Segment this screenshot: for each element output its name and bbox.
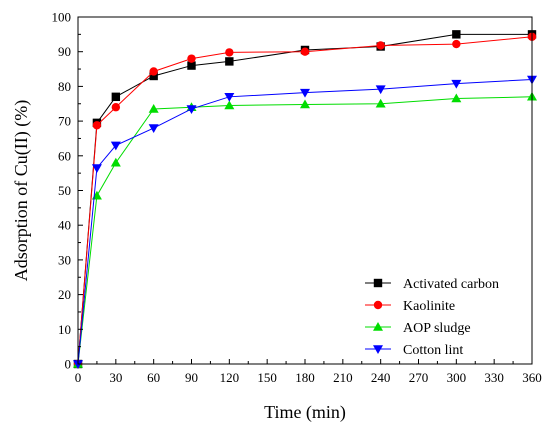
series-line-cotton-lint bbox=[77, 78, 533, 365]
legend-item-kaolinite: Kaolinite bbox=[365, 299, 455, 314]
series-kaolinite bbox=[73, 32, 537, 369]
legend-marker bbox=[373, 300, 383, 310]
x-axis-title: Time (min) bbox=[264, 402, 346, 423]
y-tick-label: 20 bbox=[58, 287, 71, 302]
data-point-cotton-lint bbox=[73, 360, 83, 369]
y-tick-label: 80 bbox=[58, 79, 71, 94]
legend-item-cotton-lint: Cotton lint bbox=[365, 343, 463, 358]
data-point-cotton-lint bbox=[224, 93, 235, 102]
data-point-activated-carbon bbox=[111, 92, 121, 102]
y-tick-label: 100 bbox=[52, 10, 72, 25]
series-layer bbox=[73, 30, 537, 369]
legend: Activated carbon Kaolinite AOP sludge Cotto… bbox=[365, 277, 499, 358]
data-point-aop-sludge bbox=[300, 99, 310, 109]
data-point-activated-carbon bbox=[452, 30, 461, 39]
legend-marker bbox=[373, 345, 383, 354]
legend-item-aop-sludge: AOP sludge bbox=[365, 321, 471, 336]
y-tick-label: 50 bbox=[58, 183, 71, 198]
data-point-cotton-lint bbox=[300, 88, 310, 98]
data-point-activated-carbon bbox=[225, 57, 234, 66]
data-point-activated-carbon bbox=[187, 61, 196, 70]
data-point-aop-sludge bbox=[148, 103, 159, 113]
plot-frame bbox=[77, 16, 533, 365]
y-tick-label: 40 bbox=[58, 218, 71, 233]
y-tick-label: 70 bbox=[58, 114, 71, 129]
legend-item-activated-carbon: Activated carbon bbox=[365, 277, 499, 292]
data-point-cotton-lint bbox=[148, 124, 159, 134]
x-tick-label: 90 bbox=[185, 370, 198, 385]
x-tick-label: 210 bbox=[333, 370, 353, 385]
data-point-cotton-lint bbox=[451, 79, 462, 89]
series-line-aop-sludge bbox=[77, 96, 533, 365]
data-point-cotton-lint bbox=[375, 85, 386, 95]
data-point-aop-sludge bbox=[110, 157, 121, 167]
legend-label: Kaolinite bbox=[403, 299, 455, 314]
legend-marker bbox=[373, 278, 383, 288]
x-tick-label: 240 bbox=[371, 370, 391, 385]
legend-label: Cotton lint bbox=[403, 343, 463, 358]
axes-layer: 0 30 60 90 120 150 180 210 240 270 300 330 360 0 10 20 3… bbox=[52, 10, 542, 386]
y-axis-title: Adsorption of Cu(II) (%) bbox=[11, 100, 32, 281]
series-cotton-lint bbox=[73, 75, 537, 369]
x-tick-label: 270 bbox=[409, 370, 429, 385]
y-tick-label: 60 bbox=[58, 148, 71, 163]
data-point-kaolinite bbox=[92, 121, 102, 130]
series-line-activated-carbon bbox=[77, 33, 532, 365]
legend-label: AOP sludge bbox=[403, 321, 471, 336]
data-point-kaolinite bbox=[452, 39, 461, 49]
x-tick-label: 60 bbox=[147, 370, 160, 385]
y-tick-label: 0 bbox=[65, 357, 72, 372]
y-tick-label: 10 bbox=[58, 322, 71, 337]
data-point-aop-sludge bbox=[451, 93, 462, 103]
data-point-cotton-lint bbox=[110, 141, 121, 151]
legend-marker bbox=[373, 322, 383, 331]
data-point-cotton-lint bbox=[186, 105, 197, 114]
series-line-kaolinite bbox=[77, 36, 533, 365]
x-tick-label: 300 bbox=[447, 370, 467, 385]
y-tick-label: 90 bbox=[58, 44, 71, 59]
data-point-aop-sludge bbox=[375, 98, 386, 108]
y-tick-label: 30 bbox=[58, 252, 71, 267]
x-tick-label: 180 bbox=[295, 370, 315, 385]
data-point-kaolinite bbox=[376, 41, 385, 50]
data-point-kaolinite bbox=[187, 54, 196, 63]
data-point-cotton-lint bbox=[91, 164, 102, 173]
legend-label: Activated carbon bbox=[403, 277, 499, 292]
x-tick-label: 360 bbox=[522, 370, 542, 385]
x-tick-label: 0 bbox=[75, 370, 82, 385]
data-point-kaolinite bbox=[111, 103, 121, 112]
data-point-kaolinite bbox=[300, 47, 310, 56]
data-point-kaolinite bbox=[149, 67, 158, 76]
x-tick-label: 30 bbox=[109, 370, 122, 385]
data-point-aop-sludge bbox=[224, 100, 235, 110]
x-tick-label: 120 bbox=[220, 370, 240, 385]
data-point-aop-sludge bbox=[91, 190, 102, 200]
data-point-kaolinite bbox=[225, 48, 234, 57]
x-tick-label: 150 bbox=[257, 370, 277, 385]
x-tick-label: 330 bbox=[484, 370, 504, 385]
data-point-activated-carbon bbox=[149, 71, 158, 81]
